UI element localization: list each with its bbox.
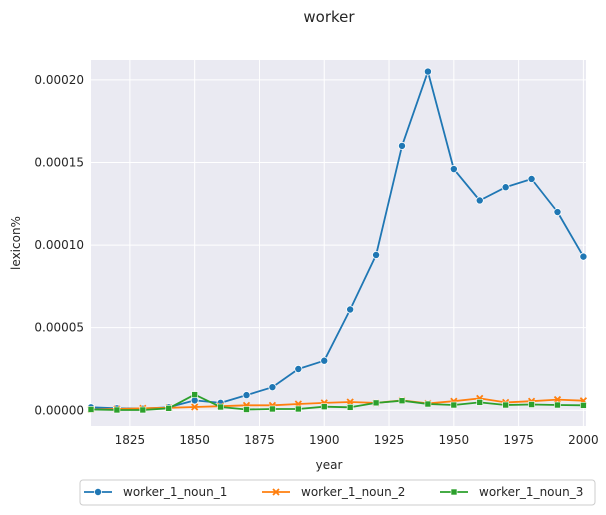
y-tick-label: 0.00010 bbox=[34, 238, 84, 252]
x-tick-labels: 1825 1850 1875 1900 1925 1950 1975 2000 bbox=[115, 433, 599, 447]
x-axis-label: year bbox=[316, 458, 343, 472]
data-point bbox=[165, 405, 173, 412]
data-point bbox=[139, 406, 147, 414]
data-point bbox=[243, 406, 250, 413]
y-tick-labels: 0.00000 0.00005 0.00010 0.00015 0.00020 bbox=[34, 73, 84, 417]
data-point bbox=[320, 356, 329, 365]
data-point bbox=[191, 391, 198, 398]
data-point bbox=[528, 401, 535, 408]
legend-marker bbox=[272, 488, 280, 496]
data-point bbox=[268, 383, 277, 392]
x-tick-label: 1950 bbox=[439, 433, 470, 447]
data-point bbox=[579, 252, 588, 261]
y-tick-label: 0.00020 bbox=[34, 73, 84, 87]
y-axis-label: lexicon% bbox=[9, 216, 23, 270]
data-point bbox=[295, 405, 302, 413]
data-point bbox=[502, 401, 509, 409]
legend-item: worker_1_noun_1 bbox=[84, 485, 227, 499]
y-tick-label: 0.00005 bbox=[34, 321, 84, 335]
data-point bbox=[553, 395, 562, 404]
grid-lines bbox=[91, 60, 586, 426]
data-point bbox=[424, 400, 432, 408]
legend-item: worker_1_noun_3 bbox=[440, 485, 583, 499]
data-point bbox=[397, 141, 406, 150]
data-point bbox=[346, 404, 354, 411]
legend-marker bbox=[94, 487, 103, 496]
data-point bbox=[269, 405, 276, 413]
legend-label: worker_1_noun_1 bbox=[123, 485, 227, 499]
data-point bbox=[476, 399, 484, 406]
legend-label: worker_1_noun_3 bbox=[479, 485, 583, 499]
data-point bbox=[294, 364, 303, 373]
x-tick-label: 1900 bbox=[309, 433, 340, 447]
series-line bbox=[90, 393, 584, 411]
x-tick-label: 1975 bbox=[503, 433, 534, 447]
legend-marker bbox=[450, 488, 458, 496]
data-point bbox=[553, 208, 562, 217]
data-point bbox=[501, 183, 510, 192]
data-point bbox=[217, 403, 224, 411]
x-tick-label: 1850 bbox=[179, 433, 210, 447]
data-point bbox=[372, 250, 381, 259]
data-point bbox=[450, 401, 458, 409]
data-point bbox=[449, 165, 458, 174]
plot-area bbox=[91, 60, 586, 426]
y-tick-label: 0.00000 bbox=[34, 403, 84, 417]
series-line bbox=[90, 397, 584, 411]
chart-title: worker bbox=[303, 8, 355, 26]
data-point bbox=[191, 403, 199, 411]
data-point bbox=[87, 406, 95, 413]
data-point bbox=[554, 401, 561, 409]
data-point bbox=[113, 406, 121, 414]
x-tick-label: 1875 bbox=[244, 433, 275, 447]
data-point bbox=[398, 397, 406, 405]
legend-item: worker_1_noun_2 bbox=[262, 485, 405, 499]
data-point bbox=[580, 402, 587, 409]
series-worker_1_noun_3 bbox=[87, 391, 587, 414]
data-point bbox=[475, 196, 484, 205]
data-point bbox=[527, 174, 536, 183]
legend-box bbox=[79, 479, 596, 506]
x-tick-label: 2000 bbox=[568, 433, 599, 447]
series-group bbox=[87, 67, 588, 414]
data-point bbox=[346, 305, 355, 314]
legend: worker_1_noun_1 worker_1_noun_2 worker_1_n… bbox=[79, 479, 596, 506]
data-point bbox=[242, 391, 251, 400]
x-tick-label: 1925 bbox=[374, 433, 405, 447]
data-point bbox=[372, 399, 380, 407]
legend-label: worker_1_noun_2 bbox=[301, 485, 405, 499]
data-point bbox=[320, 403, 328, 410]
x-tick-label: 1825 bbox=[115, 433, 146, 447]
y-tick-label: 0.00015 bbox=[34, 155, 84, 169]
data-point bbox=[423, 67, 432, 76]
